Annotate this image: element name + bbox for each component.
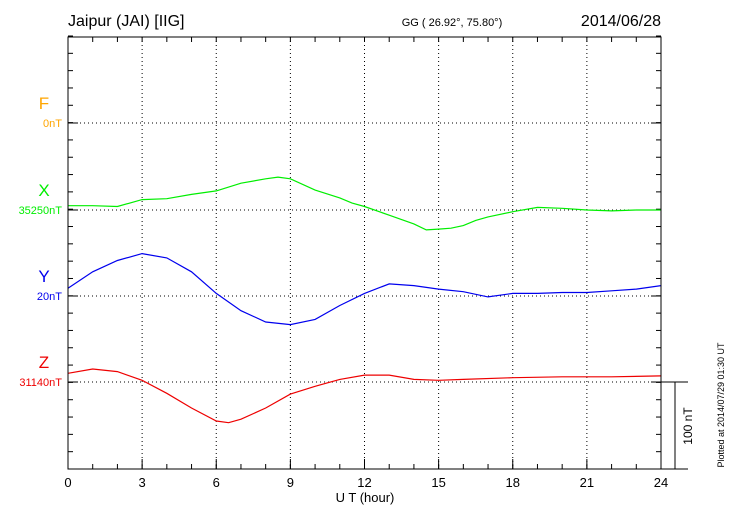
- series-name-z: Z: [39, 353, 49, 372]
- x-tick-label: 12: [357, 475, 371, 490]
- series-line-x: [68, 176, 661, 231]
- x-tick-label: 3: [139, 475, 146, 490]
- series-name-x: X: [38, 181, 49, 200]
- series-baseline-label-y: 20nT: [37, 291, 62, 303]
- series-name-y: Y: [38, 267, 49, 286]
- series-line-y: [67, 252, 662, 326]
- series-baseline-label-f: 0nT: [43, 118, 62, 130]
- x-tick-label: 24: [654, 475, 668, 490]
- plotted-note: Plotted at 2014/07/29 01:30 UT: [716, 342, 726, 468]
- x-tick-label: 6: [213, 475, 220, 490]
- series-line-z: [67, 368, 662, 424]
- x-tick-label: 15: [431, 475, 445, 490]
- x-tick-label: 21: [580, 475, 594, 490]
- series-name-f: F: [39, 94, 49, 113]
- plot-frame: [67, 36, 662, 470]
- chart-date: 2014/06/28: [581, 13, 661, 30]
- chart-subtitle: GG ( 26.92°, 75.80°): [402, 17, 503, 29]
- series-baseline-label-z: 31140nT: [19, 377, 62, 389]
- x-tick-label: 9: [287, 475, 294, 490]
- x-tick-label: 0: [64, 475, 71, 490]
- x-axis-label: U T (hour): [336, 490, 395, 505]
- x-tick-label: 18: [506, 475, 520, 490]
- series-baseline-label-x: 35250nT: [19, 205, 63, 217]
- chart-title: Jaipur (JAI) [IIG]: [68, 13, 184, 30]
- scale-label: 100 nT: [681, 407, 695, 445]
